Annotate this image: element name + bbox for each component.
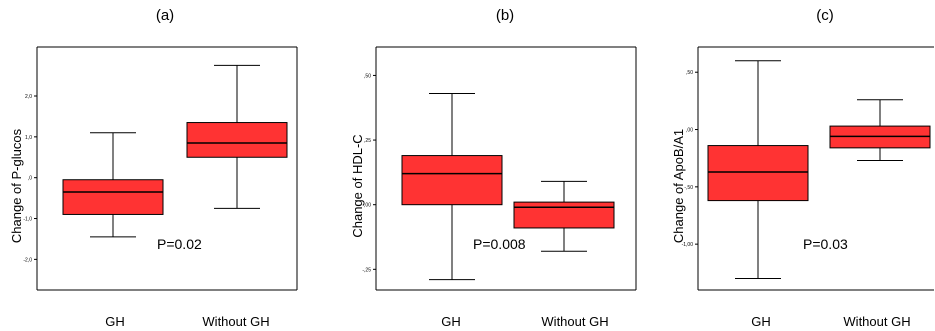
- panel-a-ytick-label-2: ,0: [28, 176, 32, 182]
- panel-b-ytick-label-0: ,50: [364, 73, 371, 79]
- panel-c-label: (c): [816, 7, 834, 24]
- panel-b-plot: ,50 ,25 ,00 -,25: [362, 46, 637, 291]
- panel-b-xtick-1: Without GH: [541, 314, 608, 329]
- panel-c-ytick-label-1: ,00: [686, 128, 693, 134]
- panel-b: (b) Change of HDL-C GH Without GH P=0.00…: [350, 7, 609, 329]
- panel-c-ylabel: Change of ApoB/A1: [671, 129, 686, 243]
- panel-a-ylabel: Change of P-glucos: [9, 128, 24, 243]
- panel-a-ytick-label-3: -1,0: [23, 217, 32, 223]
- panel-c-ytick-label-3: -1,00: [682, 242, 694, 248]
- panel-a-box-1-iqr: [186, 122, 288, 158]
- panel-c-plot: ,50 ,00 -,50 -1,00: [682, 46, 934, 291]
- panel-a-xtick-1: Without GH: [202, 314, 269, 329]
- panel-c: (c) Change of ApoB/A1 GH Without GH P=0.…: [671, 7, 911, 329]
- panel-b-label: (b): [496, 7, 514, 24]
- panel-b-annotation: P=0.008: [473, 236, 526, 252]
- panel-a-xtick-0: GH: [105, 314, 125, 329]
- panel-b-xtick-0: GH: [441, 314, 461, 329]
- panel-a-ytick-label-1: 1,0: [25, 135, 32, 141]
- panel-a-box-0-iqr: [62, 179, 164, 215]
- panel-b-ytick-label-1: ,25: [364, 138, 371, 144]
- panel-b-ytick-label-2: ,00: [364, 203, 371, 209]
- panel-c-box-0-iqr: [707, 145, 809, 202]
- panel-a-annotation: P=0.02: [157, 236, 202, 252]
- panel-a-ytick-label-0: 2,0: [25, 94, 32, 100]
- panel-b-box-0-iqr: [401, 155, 503, 206]
- panel-a-ytick-label-4: -2,0: [23, 257, 32, 263]
- panel-b-ylabel: Change of HDL-C: [350, 134, 365, 237]
- panel-a-label: (a): [156, 7, 174, 24]
- panel-c-ytick-label-2: -,50: [684, 185, 693, 191]
- panel-c-annotation: P=0.03: [803, 236, 848, 252]
- panel-b-box-1-iqr: [513, 201, 615, 229]
- panel-c-xtick-0: GH: [751, 314, 771, 329]
- panel-a-plot: 2,0 1,0 ,0 -1,0 -2,0: [23, 46, 298, 291]
- panel-c-ytick-label-0: ,50: [686, 70, 693, 76]
- panel-c-xtick-1: Without GH: [843, 314, 910, 329]
- panel-b-ytick-label-3: -,25: [362, 267, 371, 273]
- panel-a: (a) Change of P-glucos GH Without GH P=0…: [9, 7, 270, 329]
